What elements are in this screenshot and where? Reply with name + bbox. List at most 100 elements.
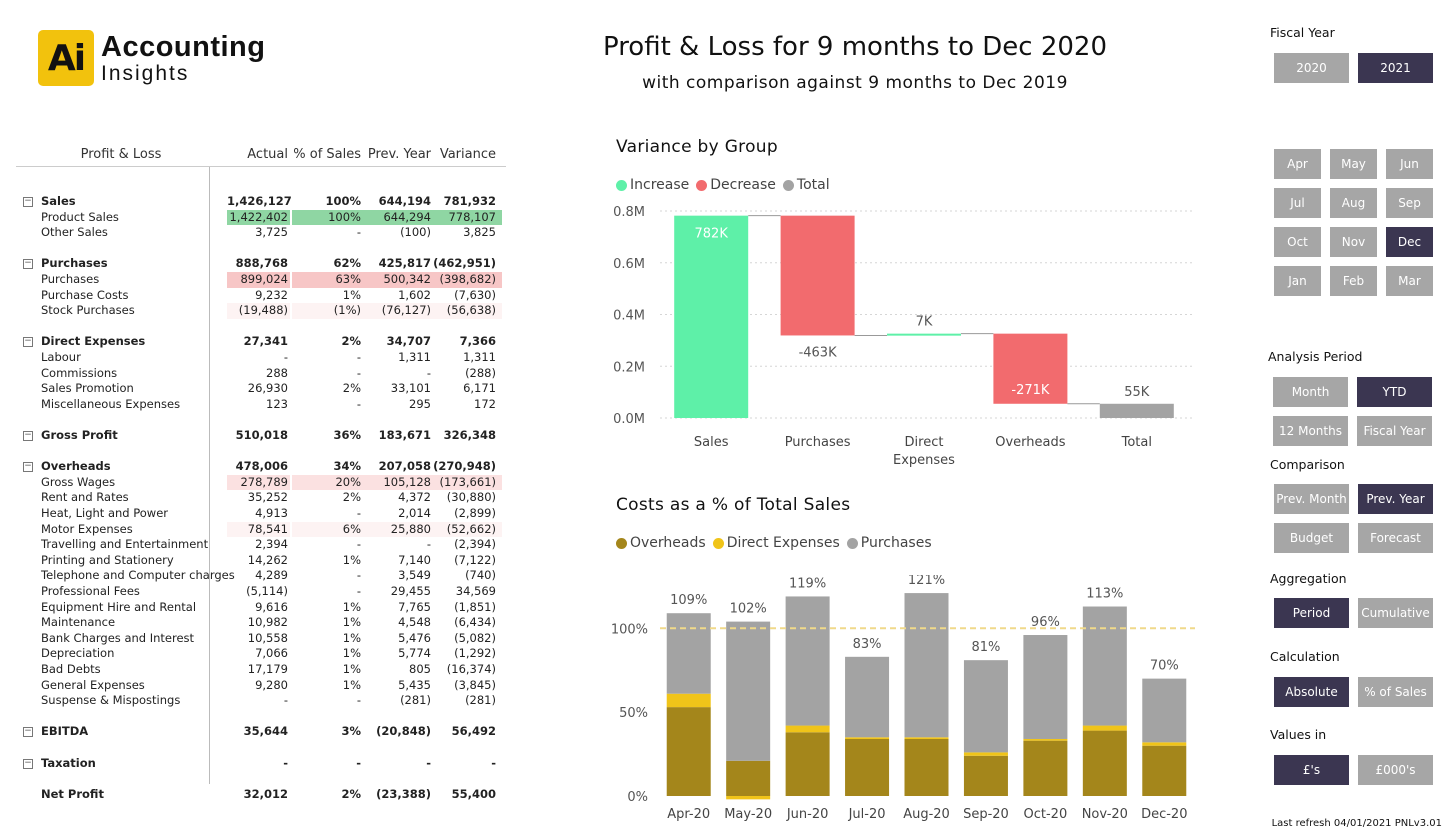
- table-row[interactable]: Maintenance 10,982 1% 4,548 (6,434): [16, 615, 502, 631]
- month-mar-button[interactable]: Mar: [1386, 266, 1433, 296]
- table-row[interactable]: Sales Promotion 26,930 2% 33,101 6,171: [16, 381, 502, 397]
- collapse-toggle-icon[interactable]: −: [23, 726, 33, 738]
- comparison-prev-month-button[interactable]: Prev. Month: [1274, 484, 1349, 514]
- calculation-absolute-button[interactable]: Absolute: [1274, 677, 1349, 707]
- aggregation-cumulative-button[interactable]: Cumulative: [1358, 598, 1433, 628]
- month-apr-button[interactable]: Apr: [1274, 149, 1321, 179]
- table-row[interactable]: − Sales 1,426,127 100% 644,194 781,932: [16, 194, 502, 210]
- table-row[interactable]: − Gross Profit 510,018 36% 183,671 326,348: [16, 428, 502, 444]
- month-nov-button[interactable]: Nov: [1330, 227, 1377, 257]
- table-row[interactable]: Gross Wages 278,789 20% 105,128 (173,661): [16, 474, 502, 491]
- legend-decrease[interactable]: Decrease: [696, 177, 776, 193]
- table-row[interactable]: Professional Fees (5,114) - 29,455 34,569: [16, 584, 502, 600]
- analysis-period-12-months-button[interactable]: 12 Months: [1273, 416, 1348, 446]
- analysis-period-month-button[interactable]: Month: [1273, 377, 1348, 407]
- analysis-period-ytd-button[interactable]: YTD: [1357, 377, 1432, 407]
- month-may-button[interactable]: May: [1330, 149, 1377, 179]
- collapse-toggle-icon[interactable]: −: [23, 196, 33, 207]
- month-jul-button[interactable]: Jul: [1274, 188, 1321, 218]
- cell-prev-year: (20,848): [376, 724, 431, 739]
- month-oct-button[interactable]: Oct: [1274, 227, 1321, 257]
- col-header-prev-year[interactable]: Prev. Year: [367, 147, 431, 162]
- cell-actual: -: [283, 350, 288, 364]
- month-aug-button[interactable]: Aug: [1330, 188, 1377, 218]
- cell-pct-sales: 1%: [342, 630, 361, 645]
- table-row[interactable]: − Purchases 888,768 62% 425,817 (462,951): [16, 256, 502, 272]
- table-row[interactable]: Depreciation 7,066 1% 5,774 (1,292): [16, 646, 502, 662]
- collapse-toggle-icon[interactable]: −: [23, 258, 33, 270]
- comparison-budget-button[interactable]: Budget: [1274, 523, 1349, 553]
- col-header-actual[interactable]: Actual: [247, 147, 288, 162]
- table-row[interactable]: Purchases 899,024 63% 500,342 (398,682): [16, 272, 502, 288]
- collapse-toggle-icon[interactable]: −: [23, 757, 33, 769]
- table-row[interactable]: Stock Purchases (19,488) (1%) (76,127) (56,6…: [16, 303, 502, 319]
- bar-purchases: [726, 621, 771, 761]
- cell-actual: 1,422,402: [227, 209, 290, 226]
- table-row[interactable]: − Overheads 478,006 34% 207,058 (270,948): [16, 459, 502, 475]
- table-row[interactable]: General Expenses 9,280 1% 5,435 (3,845): [16, 678, 502, 694]
- month-sep-button[interactable]: Sep: [1386, 188, 1433, 218]
- table-row[interactable]: Heat, Light and Power 4,913 - 2,014 (2,899): [16, 506, 502, 522]
- month-jun-button[interactable]: Jun: [1386, 149, 1433, 179]
- table-row[interactable]: Other Sales 3,725 - (100) 3,825: [16, 225, 502, 241]
- table-row[interactable]: Miscellaneous Expenses 123 - 295 172: [16, 397, 502, 413]
- fiscal-year-2021-button[interactable]: 2021: [1358, 53, 1433, 83]
- month-dec-button[interactable]: Dec: [1386, 227, 1433, 257]
- month-feb-button[interactable]: Feb: [1330, 266, 1377, 296]
- table-row[interactable]: Bad Debts 17,179 1% 805 (16,374): [16, 662, 502, 678]
- row-label: Product Sales: [41, 209, 119, 224]
- month-jan-button[interactable]: Jan: [1274, 266, 1321, 296]
- table-row[interactable]: Printing and Stationery 14,262 1% 7,140 (7,1…: [16, 553, 502, 569]
- table-row[interactable]: Motor Expenses 78,541 6% 25,880 (52,662): [16, 521, 502, 538]
- comparison-forecast-button[interactable]: Forecast: [1358, 523, 1433, 553]
- table-row[interactable]: Rent and Rates 35,252 2% 4,372 (30,880): [16, 490, 502, 506]
- aggregation-period-button[interactable]: Period: [1274, 598, 1349, 628]
- table-row[interactable]: − EBITDA 35,644 3% (20,848) 56,492: [16, 724, 502, 740]
- row-label: Heat, Light and Power: [41, 506, 169, 520]
- table-row[interactable]: Travelling and Entertainment 2,394 - - (2,39…: [16, 537, 502, 553]
- values-in-s-button[interactable]: £'s: [1274, 755, 1349, 785]
- legend-purchases[interactable]: Purchases: [846, 535, 932, 551]
- col-header-pct-sales[interactable]: % of Sales: [293, 147, 361, 162]
- x-tick-label: Sep-20: [963, 807, 1009, 822]
- x-tick-label: Jun-20: [786, 807, 829, 822]
- table-row[interactable]: Labour - - 1,311 1,311: [16, 350, 502, 366]
- table-row[interactable]: − Taxation - - - -: [16, 756, 502, 772]
- legend-overheads[interactable]: Overheads: [616, 535, 706, 551]
- bar-overheads: [1142, 745, 1187, 796]
- cell-actual: 123: [266, 396, 288, 411]
- collapse-toggle-icon[interactable]: −: [23, 430, 33, 441]
- cell-variance: (173,661): [431, 474, 502, 491]
- table-row[interactable]: − Direct Expenses 27,341 2% 34,707 7,366: [16, 334, 502, 350]
- table-row[interactable]: Suspense & Mispostings - - (281) (281): [16, 693, 502, 709]
- cell-actual: 478,006: [235, 459, 288, 474]
- calculation-of-sales-button[interactable]: % of Sales: [1358, 677, 1433, 707]
- table-row[interactable]: Commissions 288 - - (288): [16, 366, 502, 382]
- cell-actual: 899,024: [227, 272, 290, 288]
- waterfall-bar-total: [1099, 403, 1174, 418]
- table-row[interactable]: Equipment Hire and Rental 9,616 1% 7,765 (1,…: [16, 600, 502, 616]
- collapse-toggle-icon[interactable]: −: [23, 336, 33, 348]
- x-tick-label: Aug-20: [903, 807, 950, 822]
- legend-total[interactable]: Total: [782, 177, 830, 193]
- bar-purchases: [1023, 635, 1068, 739]
- col-header-label[interactable]: Profit & Loss: [80, 147, 162, 162]
- cell-pct-sales: 2%: [342, 381, 361, 396]
- table-row[interactable]: Net Profit 32,012 2% (23,388) 55,400: [16, 787, 502, 803]
- fiscal-year-2020-button[interactable]: 2020: [1274, 53, 1349, 83]
- table-row[interactable]: Product Sales 1,422,402 100% 644,294 778,107: [16, 209, 502, 226]
- row-label: Suspense & Mispostings: [41, 693, 181, 708]
- legend-direct-expenses[interactable]: Direct Expenses: [712, 535, 840, 551]
- legend-increase[interactable]: Increase: [616, 177, 689, 193]
- table-row[interactable]: Purchase Costs 9,232 1% 1,602 (7,630): [16, 288, 502, 304]
- cell-prev-year: 4,372: [398, 490, 431, 505]
- values-in-000-s-button[interactable]: £000's: [1358, 755, 1433, 785]
- table-row[interactable]: Telephone and Computer charges 4,289 - 3,54…: [16, 568, 502, 584]
- waterfall-title: Variance by Group: [616, 137, 778, 157]
- analysis-period-fiscal-year-button[interactable]: Fiscal Year: [1357, 416, 1432, 446]
- table-row[interactable]: Bank Charges and Interest 10,558 1% 5,476 (5…: [16, 631, 502, 647]
- cell-actual: 510,018: [235, 428, 288, 442]
- comparison-prev-year-button[interactable]: Prev. Year: [1358, 484, 1433, 514]
- collapse-toggle-icon[interactable]: −: [23, 461, 33, 473]
- col-header-variance[interactable]: Variance: [439, 147, 496, 162]
